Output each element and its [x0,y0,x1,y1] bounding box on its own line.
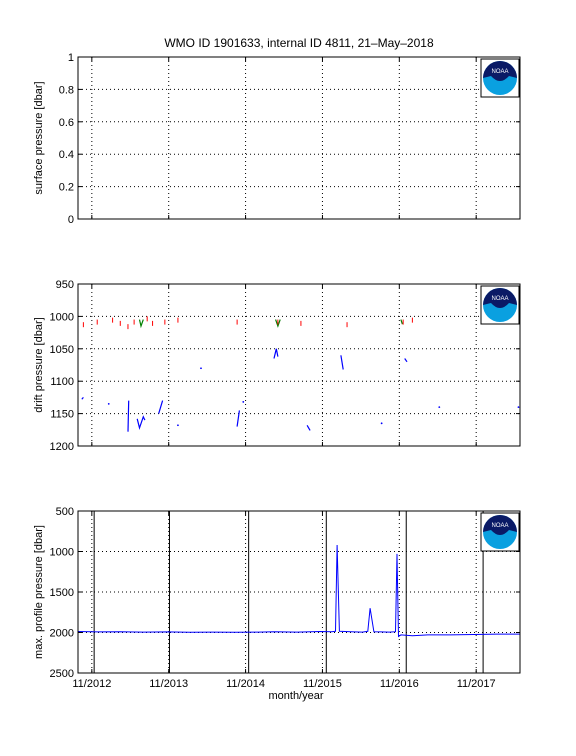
x-tick-label: 11/2014 [226,678,265,690]
logo-text: NOAA [491,69,508,75]
data-point [438,406,441,409]
noaa-logo-icon: NOAA [480,58,520,98]
logo-text: NOAA [491,296,508,302]
plot-data [78,544,520,638]
x-tick-label: 11/2012 [72,678,111,690]
y-tick-label: 0.6 [59,117,74,129]
data-point [200,367,202,370]
data-point [380,422,383,425]
series-segment [404,358,408,363]
data-point [177,424,179,427]
y-axis-label: surface pressure [dbar] [33,81,45,194]
data-point [107,402,110,405]
y-tick-label: 2000 [50,628,74,640]
y-tick-label: 1500 [50,587,74,599]
series-segment [158,400,164,414]
panels: 0 0.2 0.4 0.6 0.8 1 surface pressure [dbar] NOA… [33,52,521,702]
logo-bird [483,61,517,81]
noaa-logo-icon: NOAA [480,512,520,552]
x-tick-label: 11/2013 [149,678,188,690]
y-tick-label: 500 [56,506,74,518]
y-tick-label: 1150 [50,409,74,421]
noaa-logo-icon: NOAA [480,285,520,325]
figure-title: WMO ID 1901633, internal ID 4811, 21–May… [164,36,434,50]
logo-bird [483,288,517,308]
series-segment [340,355,344,370]
y-axis-label: drift pressure [dbar] [33,317,45,412]
x-axis-label: month/year [268,690,323,702]
chart-panel-1: 0 0.2 0.4 0.6 0.8 1 surface pressure [dbar] NOA… [33,52,521,226]
y-tick-label: 2500 [50,668,74,680]
y-tick-label: 0.8 [59,84,74,96]
y-tick-label: 0.4 [59,149,74,161]
axes-frame [77,283,521,447]
x-tick-label: 11/2017 [457,678,496,690]
series-segment [138,319,144,329]
y-tick-label: 0.2 [59,182,74,194]
series-segment [306,424,311,431]
series-segment [136,415,146,431]
axes-frame [77,56,521,220]
series-segment [275,319,281,328]
y-tick-label: 1050 [50,344,74,356]
chart-panel-2: 950 1000 1050 1100 1150 1200 drift pressure [d… [33,279,521,453]
plot-data [81,316,520,432]
series-segment [273,348,279,359]
series-segment [127,400,130,432]
series-segment [236,410,240,427]
series-line [78,544,520,638]
y-tick-label: 1100 [50,376,74,388]
logo-bird [483,515,517,535]
y-axis-label: max. profile pressure [dbar] [33,525,45,659]
y-tick-label: 1 [68,52,74,64]
x-tick-label: 11/2016 [380,678,419,690]
y-tick-label: 0 [68,214,74,226]
series-segment [81,397,84,400]
y-tick-label: 1000 [50,547,74,559]
y-tick-label: 1200 [50,441,74,453]
data-point [517,406,520,409]
data-point [242,401,245,403]
x-tick-label: 11/2015 [303,678,342,690]
series-segment [400,319,403,325]
y-tick-label: 950 [56,279,74,291]
logo-text: NOAA [491,523,508,529]
y-tick-label: 1000 [50,311,74,323]
